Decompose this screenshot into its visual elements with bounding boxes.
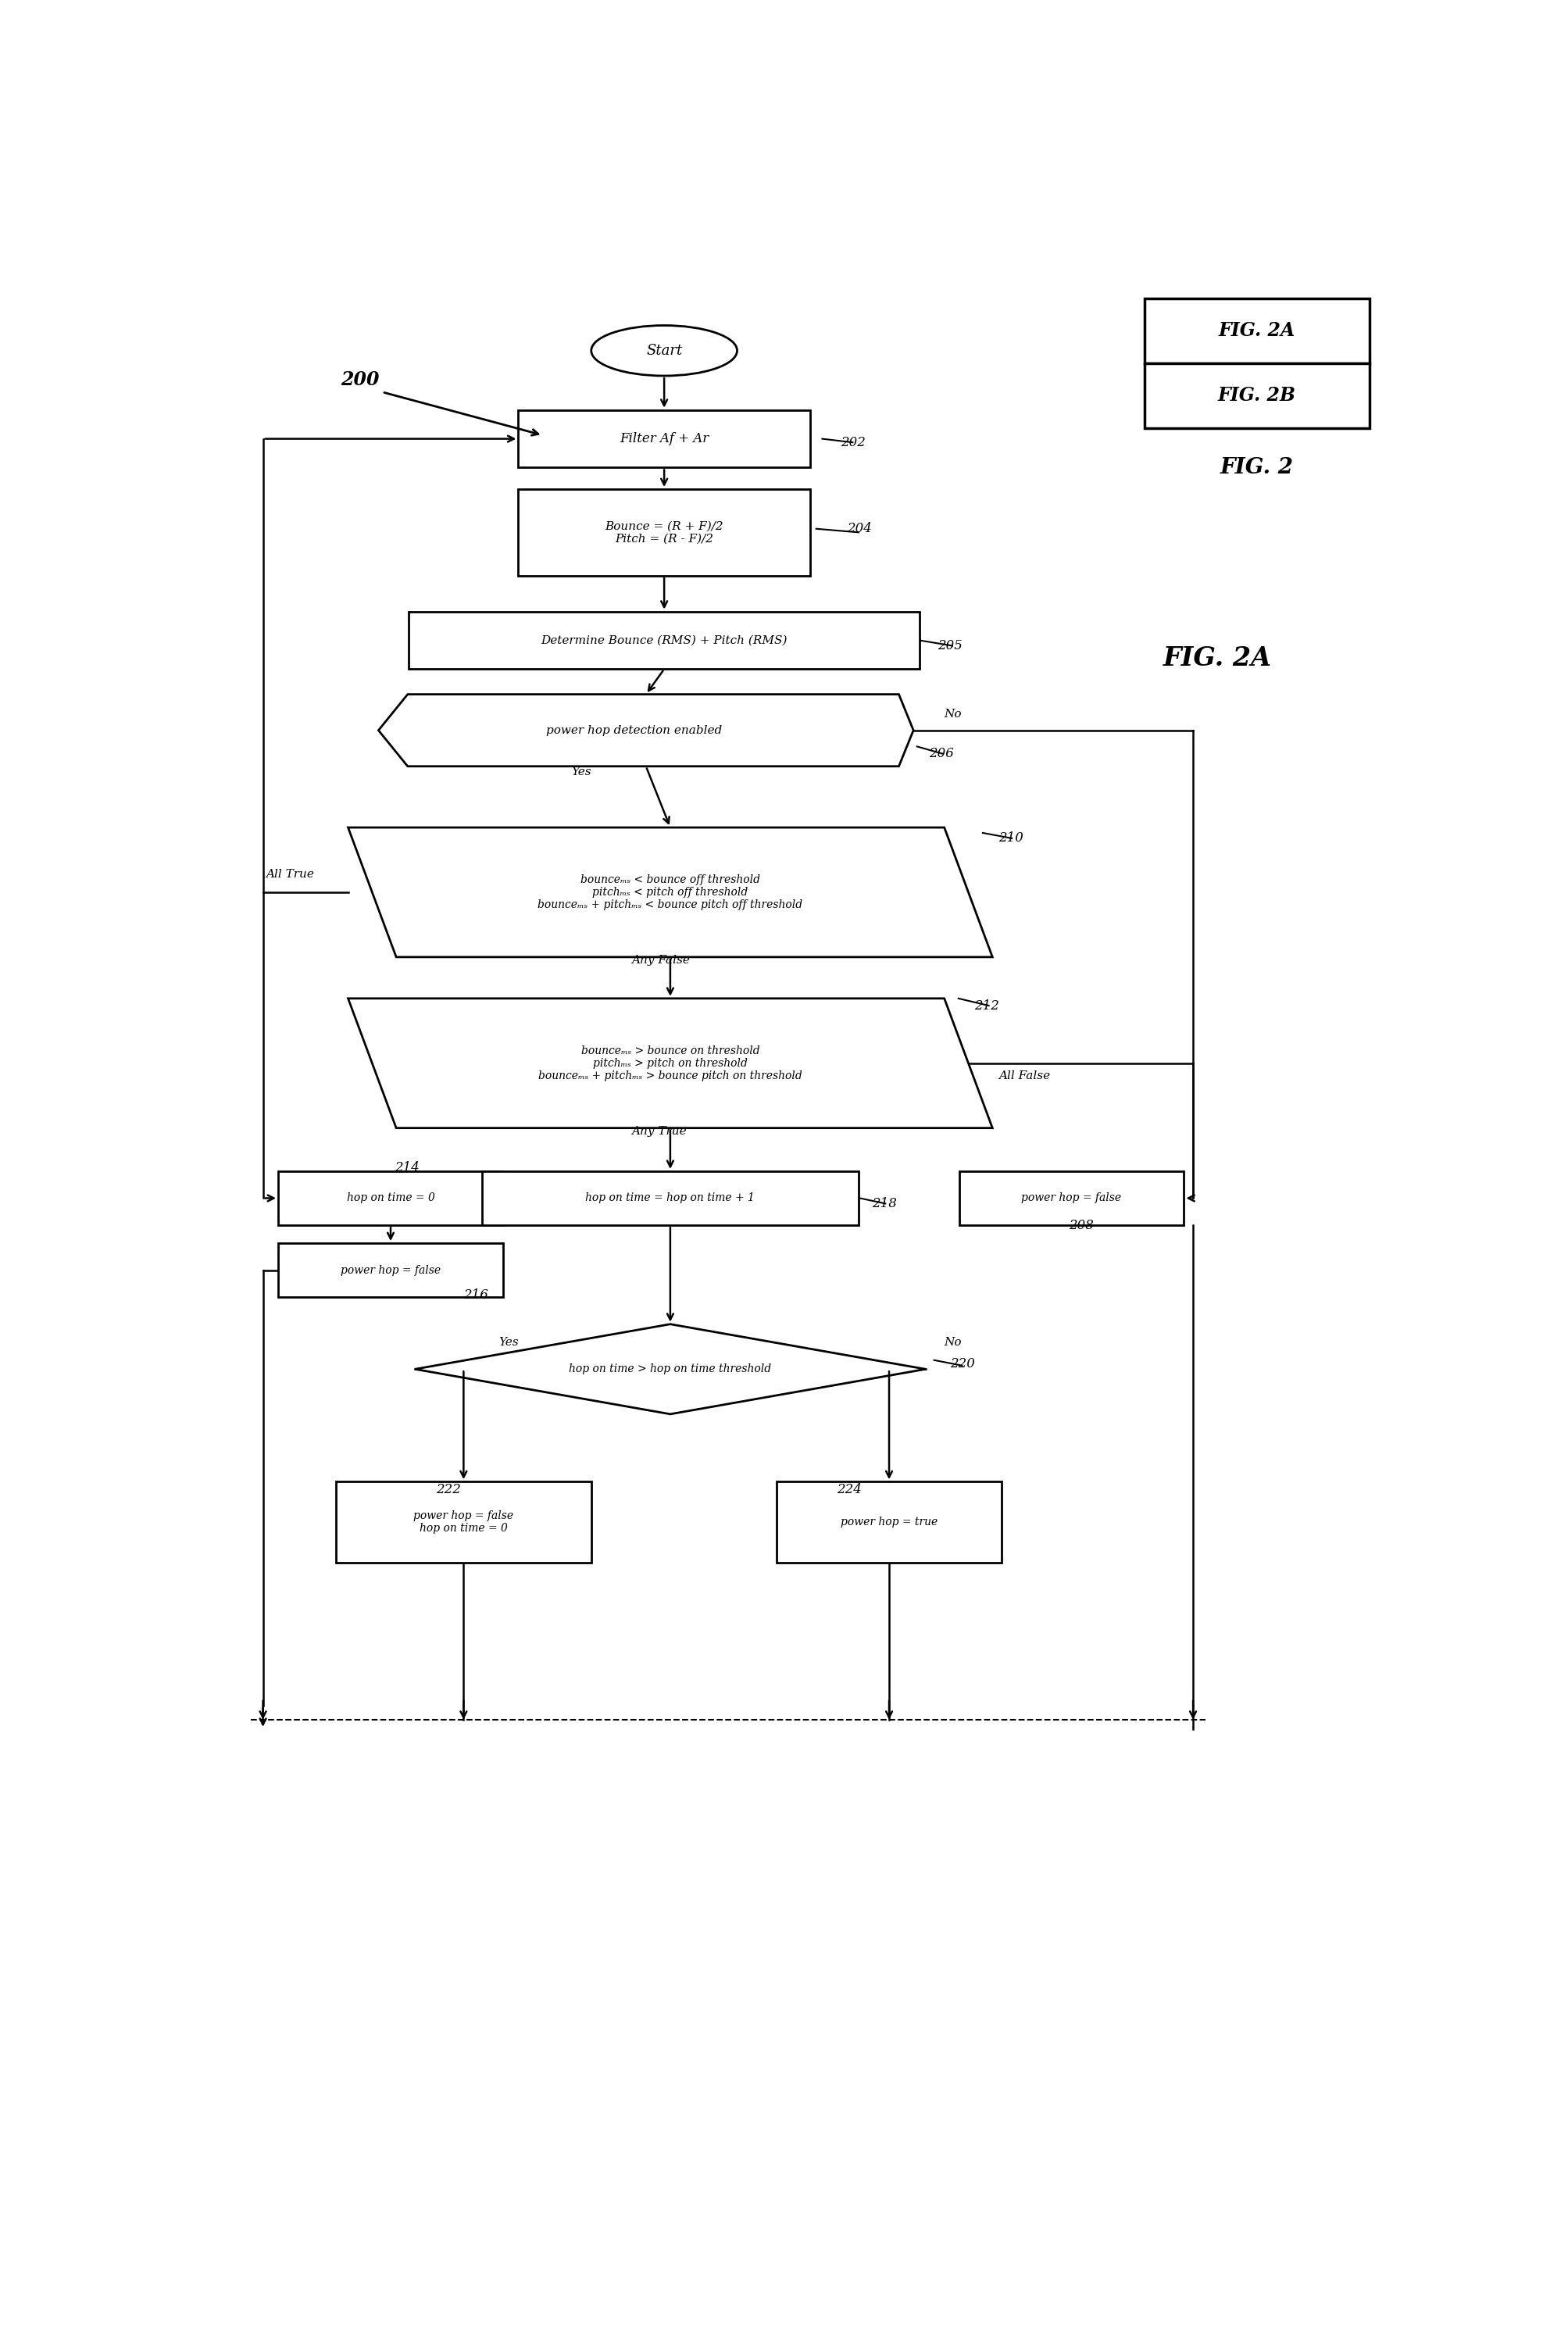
Text: No: No: [944, 708, 961, 720]
Text: 218: 218: [872, 1197, 897, 1211]
Text: 210: 210: [999, 832, 1022, 846]
Bar: [1145, 362, 1369, 428]
Text: power hop = false
hop on time = 0: power hop = false hop on time = 0: [414, 1510, 513, 1533]
Text: Start: Start: [646, 344, 682, 358]
Bar: [517, 488, 809, 575]
Text: Yes: Yes: [571, 767, 591, 778]
Text: 204: 204: [847, 521, 870, 535]
Text: All False: All False: [999, 1070, 1049, 1082]
Text: 212: 212: [974, 998, 999, 1012]
Bar: [409, 612, 919, 668]
Bar: [278, 1243, 503, 1297]
Bar: [481, 1171, 858, 1225]
Text: Yes: Yes: [499, 1337, 517, 1348]
Text: 200: 200: [340, 369, 379, 388]
Text: hop on time > hop on time threshold: hop on time > hop on time threshold: [569, 1365, 771, 1374]
Text: power hop detection enabled: power hop detection enabled: [546, 724, 721, 736]
Text: hop on time = 0: hop on time = 0: [347, 1192, 434, 1204]
Text: All True: All True: [265, 869, 314, 879]
Text: power hop = false: power hop = false: [340, 1264, 441, 1276]
Bar: [517, 409, 809, 467]
Bar: [958, 1171, 1184, 1225]
Bar: [776, 1482, 1000, 1563]
Text: 202: 202: [840, 435, 866, 449]
Ellipse shape: [591, 325, 737, 376]
Polygon shape: [348, 827, 993, 958]
Polygon shape: [348, 998, 993, 1129]
Text: 206: 206: [928, 748, 953, 760]
Text: power hop = true: power hop = true: [840, 1517, 938, 1528]
Text: Determine Bounce (RMS) + Pitch (RMS): Determine Bounce (RMS) + Pitch (RMS): [541, 636, 787, 645]
Text: power hop = false: power hop = false: [1021, 1192, 1121, 1204]
Text: bounceₘₛ > bounce on threshold
pitchₘₛ > pitch on threshold
bounceₘₛ + pitchₘₛ >: bounceₘₛ > bounce on threshold pitchₘₛ >…: [538, 1045, 801, 1082]
Text: Any True: Any True: [630, 1126, 687, 1138]
Bar: [1145, 299, 1369, 362]
Polygon shape: [416, 1325, 925, 1414]
Text: Bounce = (R + F)/2
Pitch = (R - F)/2: Bounce = (R + F)/2 Pitch = (R - F)/2: [605, 521, 723, 545]
Bar: [336, 1482, 591, 1563]
Text: FIG. 2B: FIG. 2B: [1217, 386, 1295, 404]
Text: No: No: [944, 1337, 961, 1348]
Text: 205: 205: [938, 638, 963, 652]
Bar: [278, 1171, 503, 1225]
Text: 208: 208: [1068, 1218, 1093, 1232]
Text: hop on time = hop on time + 1: hop on time = hop on time + 1: [585, 1192, 754, 1204]
Text: FIG. 2: FIG. 2: [1220, 458, 1294, 479]
Text: Filter Af + Ar: Filter Af + Ar: [619, 432, 709, 446]
Polygon shape: [378, 694, 913, 767]
Text: FIG. 2A: FIG. 2A: [1162, 645, 1272, 671]
Text: 220: 220: [950, 1358, 974, 1369]
Text: 224: 224: [836, 1484, 861, 1496]
Text: FIG. 2A: FIG. 2A: [1218, 323, 1295, 341]
Text: 216: 216: [464, 1288, 488, 1302]
Text: bounceₘₛ < bounce off threshold
pitchₘₛ < pitch off threshold
bounceₘₛ + pitchₘₛ: bounceₘₛ < bounce off threshold pitchₘₛ …: [538, 874, 803, 911]
Text: 214: 214: [394, 1161, 419, 1173]
Text: 222: 222: [436, 1484, 461, 1496]
Text: Any False: Any False: [630, 956, 690, 965]
